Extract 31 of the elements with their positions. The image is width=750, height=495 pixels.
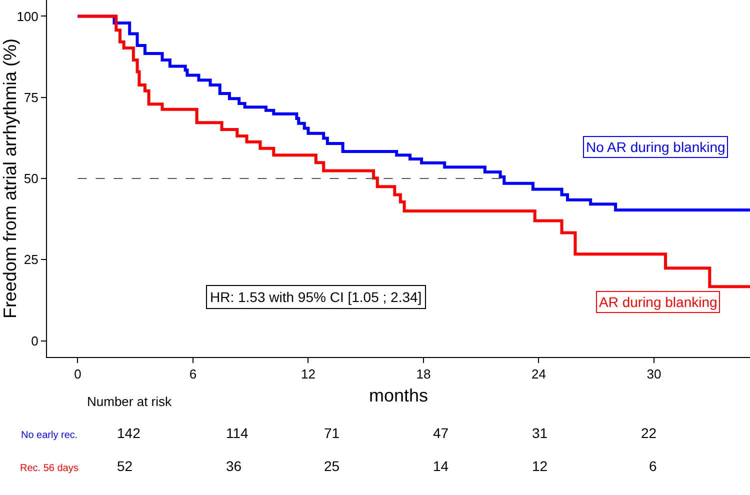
text: No AR during blanking [586,139,726,155]
text: 142 [117,425,141,441]
annotation: HR: 1.53 with 95% CI [1.05 ; 2.34] [210,289,422,305]
x-tick-label: 12 [300,366,316,382]
series-label: AR during blanking [599,294,718,310]
y-tick-label: 0 [31,333,38,348]
text: No early rec. [21,430,78,441]
text: 14 [433,458,449,474]
y-tick-label: 50 [24,171,38,186]
y-axis-title: Freedom from atrial arrhythmia (%) [0,38,20,319]
text: 31 [532,425,548,441]
text: 6 [649,458,657,474]
text: Rec. 56 days [20,463,78,474]
text: 36 [226,458,242,474]
x-tick-label: 6 [189,366,197,382]
text: 12 [532,458,548,474]
x-tick-label: 0 [74,366,82,382]
y-tick-label: 75 [24,90,38,105]
x-tick-label: 24 [531,366,546,382]
text: 25 [324,458,340,474]
text: 114 [226,425,249,441]
y-tick-label: 25 [24,252,38,268]
x-tick-label: 30 [646,366,662,382]
x-tick-label: 18 [416,366,431,382]
text: Number at risk [87,394,172,409]
text: 71 [324,425,340,441]
text: 52 [117,458,133,474]
text: 47 [433,425,449,441]
y-tick-label: 100 [16,8,38,24]
text: 22 [641,425,657,441]
x-axis-title: months [368,386,428,406]
